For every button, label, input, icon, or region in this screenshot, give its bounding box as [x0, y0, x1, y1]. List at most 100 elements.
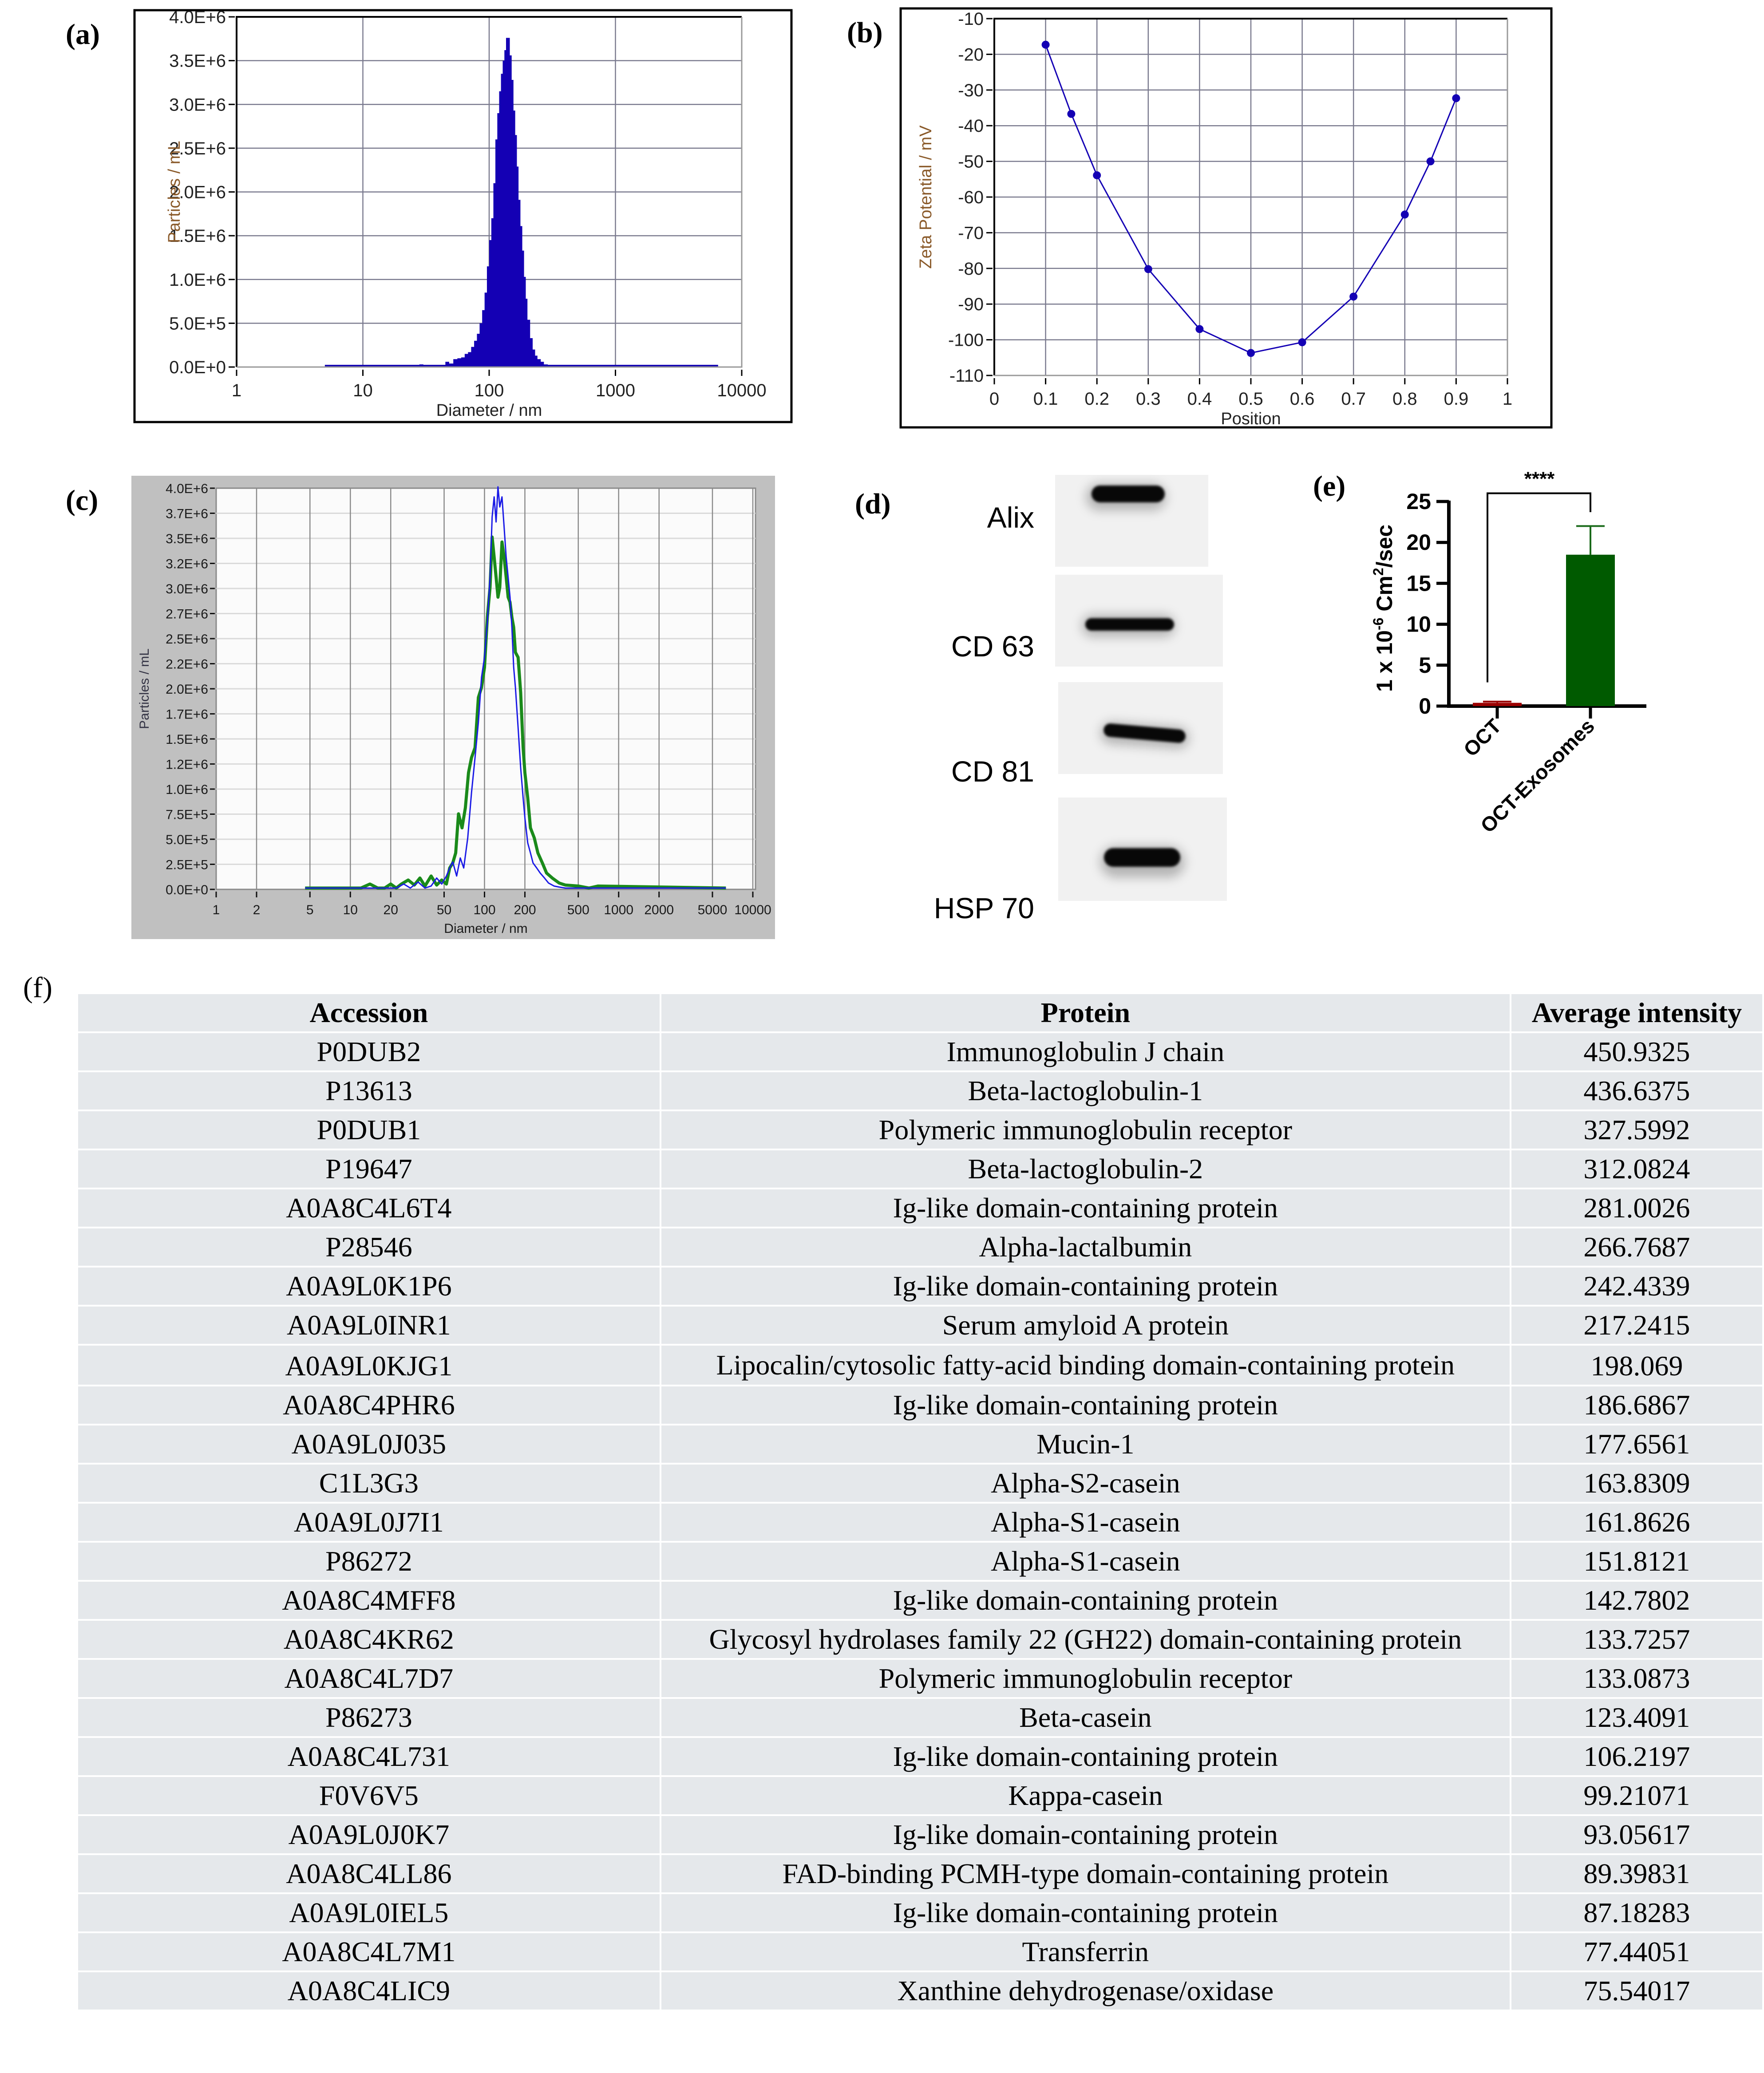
- histogram-bar: [501, 74, 503, 367]
- data-point: [1067, 110, 1076, 118]
- histogram-bar: [506, 38, 508, 367]
- cell-protein: Mucin-1: [661, 1425, 1510, 1463]
- y-tick-label: 3.7E+6: [166, 507, 208, 521]
- x-tick-label: 200: [514, 903, 536, 917]
- x-tick-label: 1: [232, 381, 241, 400]
- data-point: [1144, 265, 1152, 273]
- x-tick-label: 1000: [604, 903, 633, 917]
- table-row: F0V6V5 Kappa-casein 99.21071: [78, 1777, 1762, 1814]
- table-row: A0A8C4L7D7 Polymeric immunoglobulin recep…: [78, 1660, 1762, 1697]
- x-tick-label: 0.7: [1341, 389, 1366, 409]
- cell-accession: P0DUB1: [78, 1111, 660, 1149]
- data-point: [1041, 40, 1050, 49]
- column-header-intensity: Average intensity: [1511, 994, 1762, 1031]
- x-tick-label: 0.3: [1136, 389, 1161, 409]
- cell-intensity: 217.2415: [1511, 1307, 1762, 1344]
- cell-intensity: 93.05617: [1511, 1816, 1762, 1853]
- x-tick-label: 0: [989, 389, 999, 409]
- cell-protein: Alpha-S2-casein: [661, 1465, 1510, 1502]
- histogram-bar: [525, 299, 528, 367]
- data-point: [1349, 292, 1358, 301]
- cell-protein: Lipocalin/cytosolic fatty-acid binding d…: [661, 1346, 1510, 1385]
- y-tick-label: -80: [958, 259, 984, 279]
- y-axis-label-part: Cm: [1372, 576, 1397, 617]
- cell-intensity: 327.5992: [1511, 1111, 1762, 1149]
- y-tick-label: -60: [958, 188, 984, 207]
- panel-label-f: (f): [23, 971, 52, 1004]
- y-tick-label: 3.2E+6: [166, 557, 208, 572]
- x-tick-label: 0.4: [1187, 389, 1212, 409]
- y-axis-label-superscript: 2: [1370, 568, 1386, 576]
- table-row: A0A8C4L6T4 Ig-like domain-containing prot…: [78, 1189, 1762, 1227]
- x-tick-label: 10000: [717, 381, 766, 400]
- data-point: [1426, 157, 1435, 166]
- wb-label-cd63: CD 63: [951, 630, 1034, 663]
- histogram-bar: [507, 38, 510, 367]
- y-tick-label: -50: [958, 152, 984, 172]
- table-row: A0A8C4MFF8 Ig-like domain-containing prot…: [78, 1582, 1762, 1619]
- cell-intensity: 186.6867: [1511, 1386, 1762, 1424]
- cell-accession: A0A8C4LL86: [78, 1855, 660, 1892]
- cell-accession: A0A8C4L731: [78, 1738, 660, 1775]
- histogram-bar: [493, 183, 496, 367]
- plot-border-bottom-right: [994, 19, 1508, 376]
- histogram-bar: [534, 355, 538, 367]
- y-tick-label: 3.0E+6: [166, 582, 208, 596]
- histogram-bar: [474, 340, 478, 367]
- x-tick-label: 0.9: [1444, 389, 1469, 409]
- x-tick-label: 1: [1503, 389, 1512, 409]
- cell-intensity: 163.8309: [1511, 1465, 1762, 1502]
- panel-label-b: (b): [847, 16, 883, 49]
- panel-label-e: (e): [1313, 470, 1346, 502]
- table-row: P86272 Alpha-S1-casein 151.8121: [78, 1543, 1762, 1580]
- x-tick-label: 5: [306, 903, 314, 917]
- histogram-bar: [479, 323, 483, 367]
- histogram-bar: [502, 60, 505, 367]
- cell-intensity: 198.069: [1511, 1346, 1762, 1385]
- cell-protein: Ig-like domain-containing protein: [661, 1386, 1510, 1424]
- cell-protein: Ig-like domain-containing protein: [661, 1189, 1510, 1227]
- cell-protein: Kappa-casein: [661, 1777, 1510, 1814]
- cell-protein: Alpha-S1-casein: [661, 1543, 1510, 1580]
- histogram-bar: [464, 354, 468, 367]
- x-tick-label: 500: [567, 903, 589, 917]
- cell-accession: A0A9L0J035: [78, 1425, 660, 1463]
- wb-blot-hsp70: [1058, 798, 1227, 901]
- cell-accession: A0A8C4LIC9: [78, 1972, 660, 2010]
- y-axis-label-superscript: -6: [1370, 618, 1386, 630]
- table-row: C1L3G3 Alpha-S2-casein 163.8309: [78, 1465, 1762, 1502]
- y-axis-label: 1 x 10-6 Cm2/sec: [1370, 525, 1397, 692]
- x-tick-label: 2: [253, 903, 261, 917]
- y-tick-label: 3.5E+6: [166, 532, 208, 546]
- y-tick-label: 7.5E+5: [166, 808, 208, 822]
- table-row: A0A8C4PHR6 Ig-like domain-containing prot…: [78, 1386, 1762, 1424]
- y-tick-label: 1.0E+6: [166, 782, 208, 797]
- y-axis-label: Particles / mL: [165, 141, 184, 243]
- y-tick-label: 5.0E+5: [166, 833, 208, 847]
- y-tick-label: 25: [1406, 489, 1431, 514]
- y-tick-label: 0.0E+0: [166, 883, 208, 897]
- cell-protein: Beta-casein: [661, 1699, 1510, 1736]
- y-tick-label: 1.0E+6: [169, 270, 226, 290]
- y-tick-label: 4.0E+6: [166, 482, 208, 496]
- cell-protein: Ig-like domain-containing protein: [661, 1582, 1510, 1619]
- x-axis-label: Diameter / nm: [436, 401, 542, 420]
- y-tick-label: 2.0E+6: [166, 682, 208, 697]
- y-axis-label: Zeta Potential / mV: [917, 125, 935, 269]
- cell-accession: A0A8C4KR62: [78, 1621, 660, 1658]
- cell-accession: A0A8C4L7D7: [78, 1660, 660, 1697]
- table-row: P28546 Alpha-lactalbumin 266.7687: [78, 1228, 1762, 1266]
- cell-accession: P19647: [78, 1150, 660, 1188]
- cell-accession: P0DUB2: [78, 1033, 660, 1070]
- cell-accession: C1L3G3: [78, 1465, 660, 1502]
- histogram-bar: [491, 218, 494, 367]
- x-tick-label: 10: [343, 903, 358, 917]
- cell-protein: Ig-like domain-containing protein: [661, 1267, 1510, 1305]
- cell-intensity: 436.6375: [1511, 1072, 1762, 1110]
- cell-accession: F0V6V5: [78, 1777, 660, 1814]
- y-tick-label: 0: [1419, 694, 1431, 719]
- y-tick-label: 1.7E+6: [166, 707, 208, 722]
- y-tick-label: 2.0E+6: [169, 183, 226, 202]
